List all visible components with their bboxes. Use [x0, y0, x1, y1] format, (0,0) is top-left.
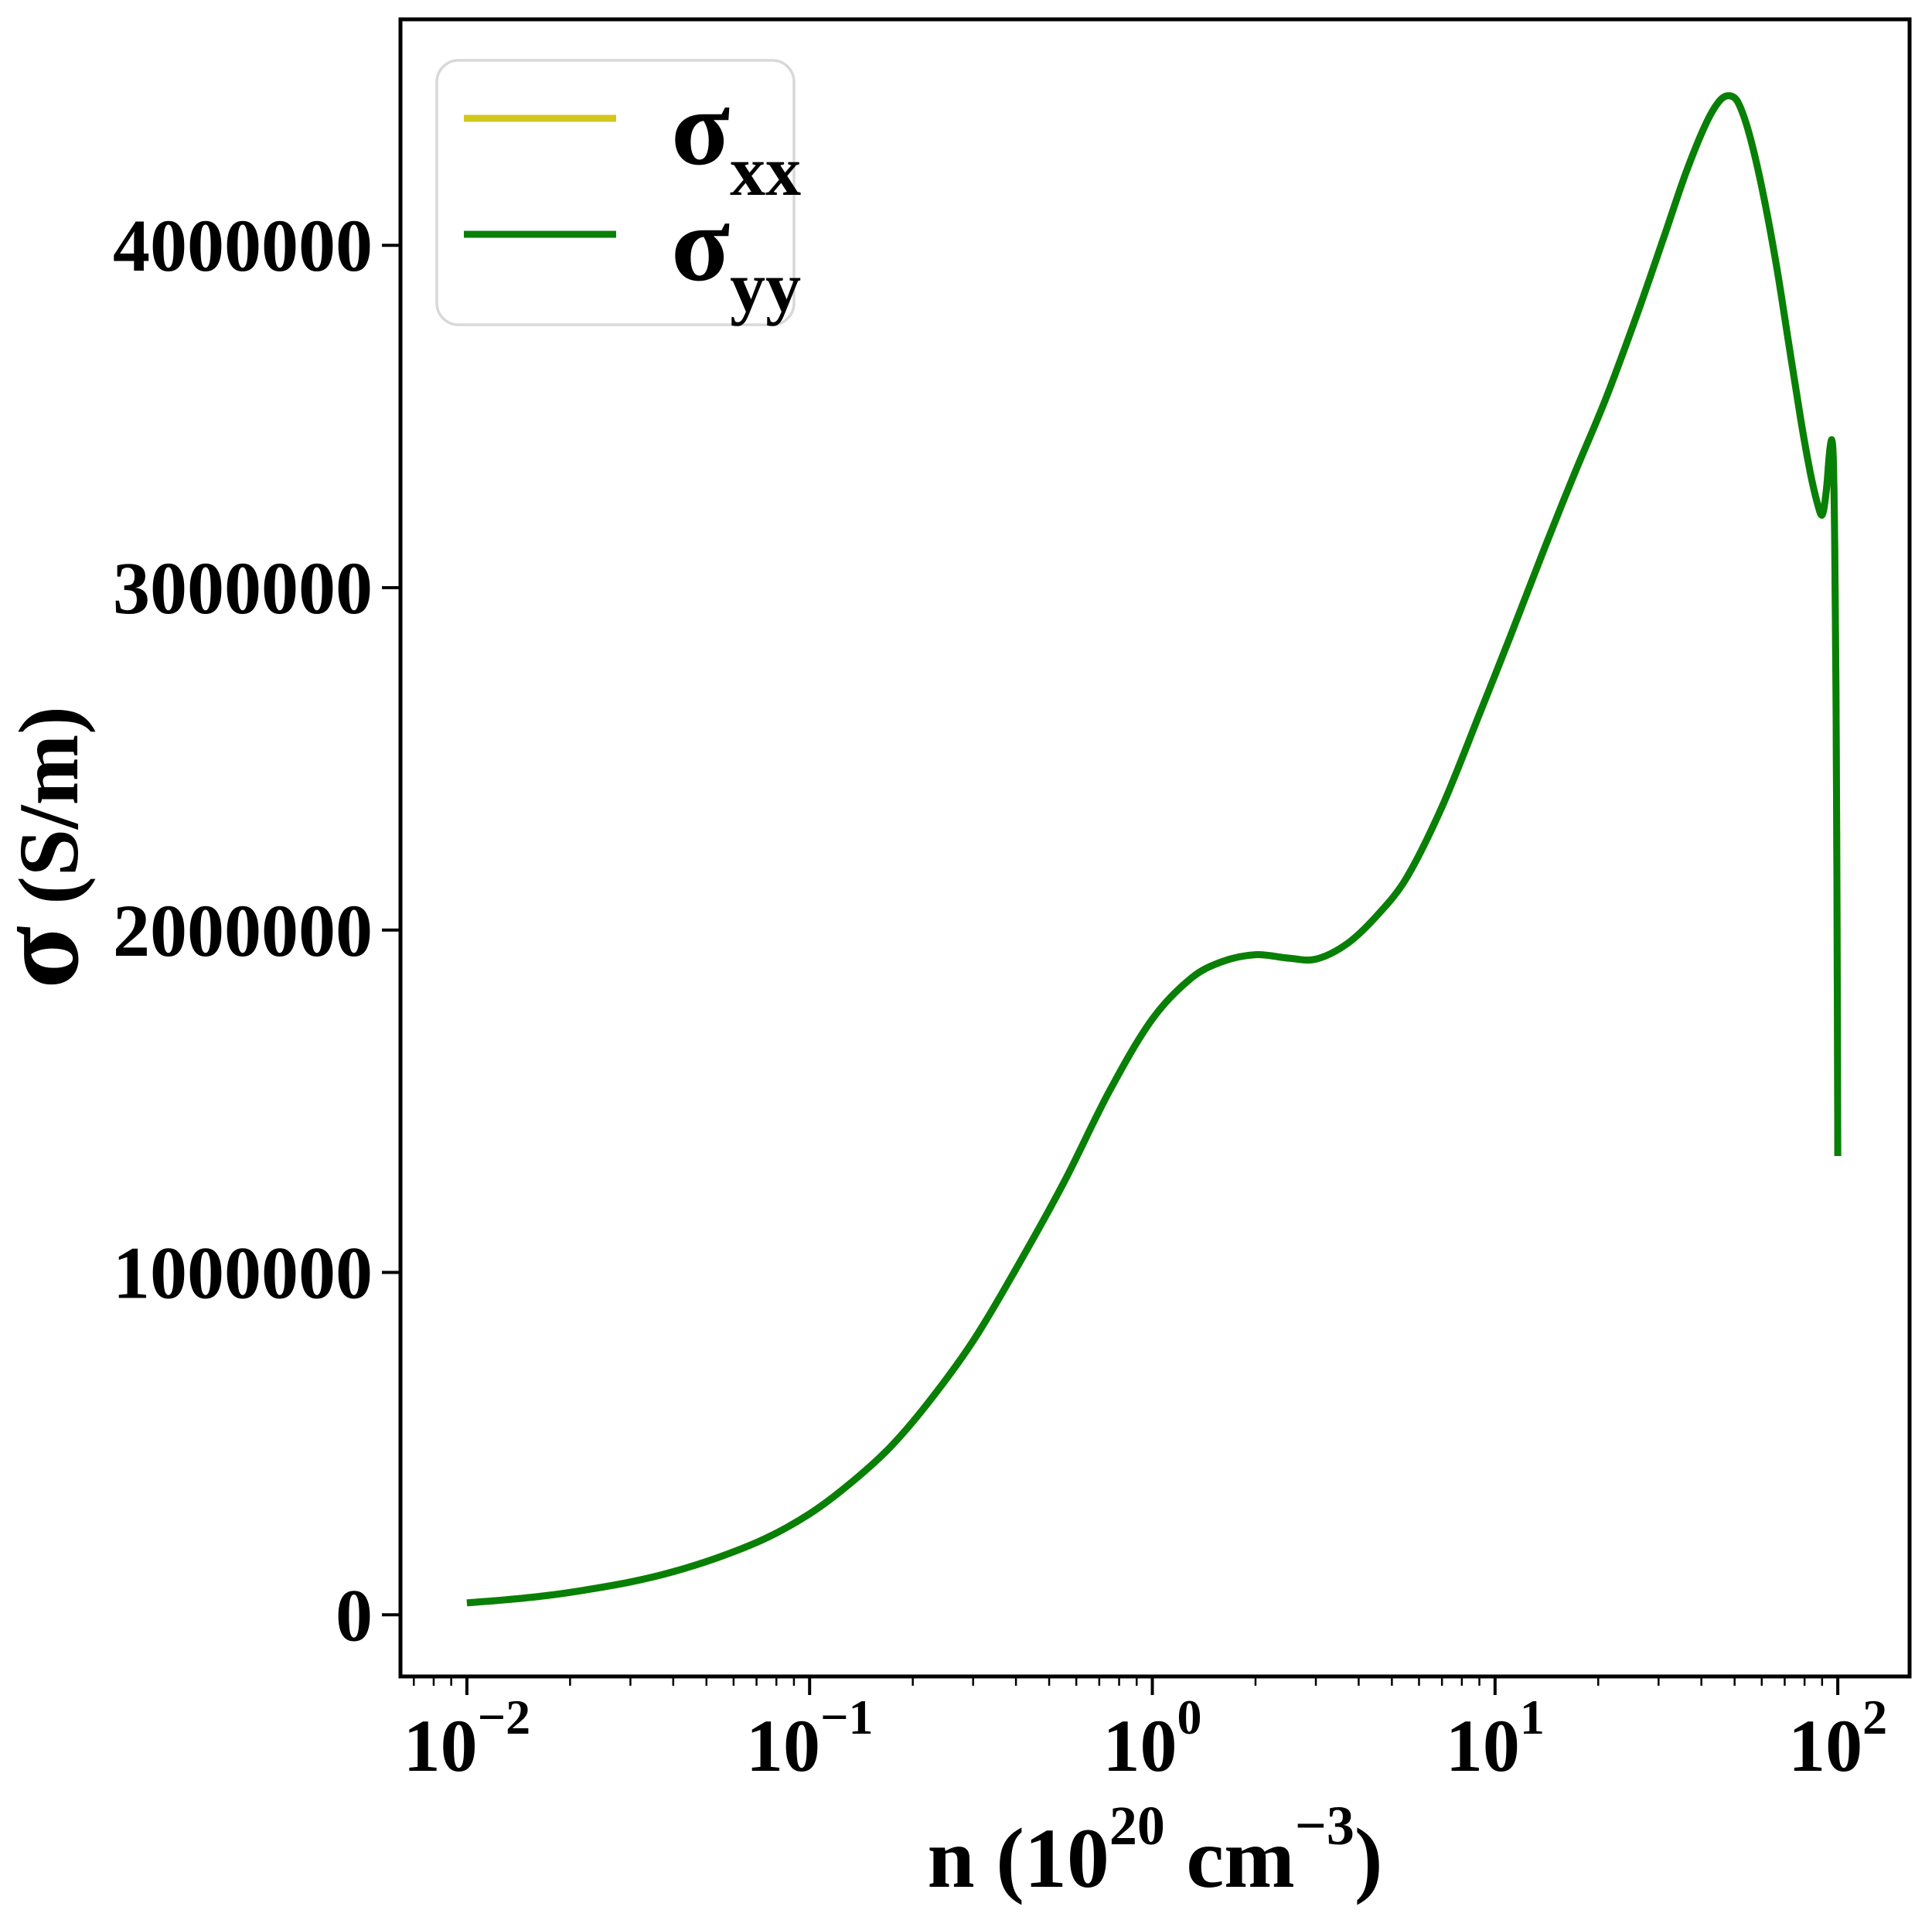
legend: σxx σyy [435, 59, 801, 326]
x-axis-label-sup-minus3: −3 [1295, 1795, 1354, 1857]
x-tick-label-exponent: 2 [1862, 1690, 1887, 1745]
y-axis-label: σ (S/m) [0, 706, 103, 989]
y-tick-label: 0 [336, 1574, 373, 1656]
legend-label-sigma-xx-base: σ [671, 68, 730, 188]
x-axis-label-prefix: n (10 [928, 1811, 1109, 1905]
x-axis-label-mid: cm [1165, 1811, 1295, 1905]
axis-ticks: 10−2 10−1 100 101 10201000000200000030000004… [113, 204, 1887, 1787]
legend-label-sigma-yy: σyy [671, 184, 801, 326]
x-tick-label: 101 [1446, 1690, 1545, 1787]
legend-label-sigma-xx-sub: xx [730, 131, 801, 210]
legend-label-sigma-xx: σxx [671, 68, 801, 210]
y-tick-label: 4000000 [113, 204, 373, 287]
plot-border [398, 17, 1912, 1679]
x-tick-label: 100 [1103, 1690, 1202, 1787]
x-tick-label-base: 10 [746, 1704, 820, 1787]
y-axis-label-units: (S/m) [2, 706, 96, 926]
x-axis-label-sup-20: 20 [1109, 1795, 1165, 1857]
x-axis-label-suffix: ) [1354, 1811, 1383, 1905]
x-tick-label-exponent: −2 [478, 1690, 530, 1745]
x-tick-label: 10−1 [746, 1690, 873, 1787]
x-tick-label-base: 10 [1788, 1704, 1862, 1787]
legend-box [435, 59, 796, 326]
data-series [466, 92, 1842, 1607]
legend-label-sigma-yy-base: σ [671, 184, 730, 304]
y-tick-label: 3000000 [113, 547, 373, 629]
x-tick-label-exponent: −1 [820, 1690, 873, 1745]
y-axis-label-sigma: σ [0, 926, 103, 989]
x-tick-label-exponent: 1 [1520, 1690, 1545, 1745]
y-tick-label: 1000000 [113, 1232, 373, 1315]
x-tick-label-base: 10 [404, 1704, 478, 1787]
x-axis-label: n (1020 cm−3) [928, 1795, 1383, 1905]
x-tick-label-exponent: 0 [1177, 1690, 1202, 1745]
x-tick-label: 102 [1788, 1690, 1887, 1787]
y-tick-label: 2000000 [113, 889, 373, 972]
x-tick-label-base: 10 [1446, 1704, 1520, 1787]
legend-label-sigma-yy-sub: yy [730, 247, 801, 326]
curve-sigma-yy [466, 92, 1842, 1607]
x-tick-label-base: 10 [1103, 1704, 1177, 1787]
x-tick-label: 10−2 [404, 1690, 530, 1787]
